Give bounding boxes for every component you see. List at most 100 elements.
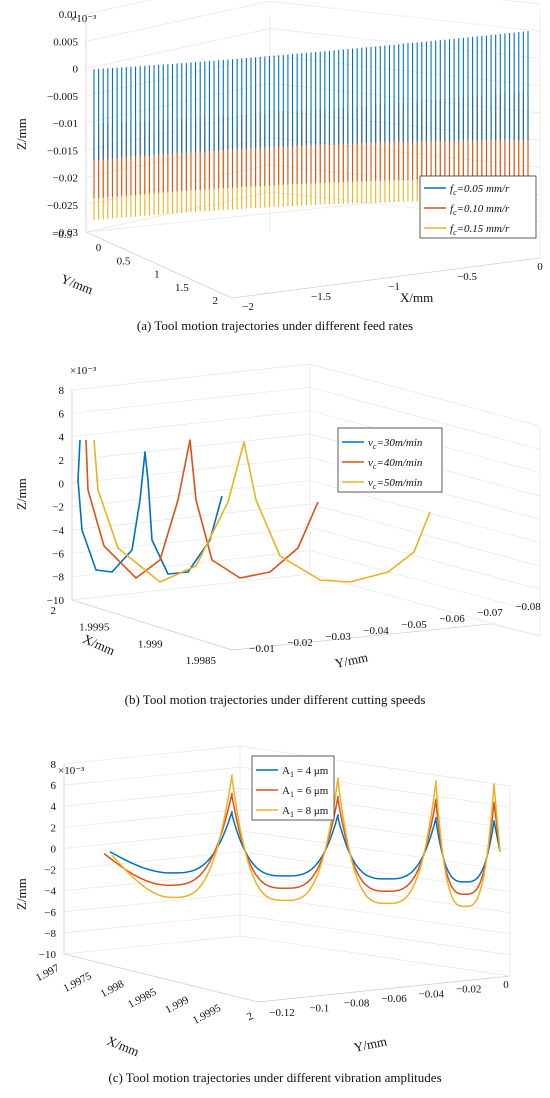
chart-c-y-tick: −0.04 [419, 988, 445, 1000]
chart-a-z-tick: 0 [73, 64, 79, 76]
legend-base-a-2: f [450, 223, 455, 235]
legend-label-c-2: A1 = 8 μm [282, 805, 329, 819]
legend-rest-a-0: =0.05 mm/r [457, 183, 510, 195]
chart-c-x-tick: 1.999 [163, 994, 191, 1016]
chart-a-x-tick: −1 [388, 281, 400, 293]
chart-a-y-tick: 0 [96, 242, 102, 254]
chart-c-z-tick: 6 [51, 780, 57, 792]
grid-z-back-right [269, 55, 541, 87]
chart-c-x-tick: 1.9995 [191, 1002, 224, 1027]
chart-b-z-tick: −8 [52, 572, 64, 584]
chart-a-y-tick: 0.5 [117, 255, 131, 267]
grid-z-b [71, 550, 311, 578]
grid-z-b [71, 503, 311, 531]
chart-b-z-tick: 0 [59, 478, 65, 490]
chart-a-z-tick: −0.005 [47, 91, 78, 103]
chart-c-y-tick: −0.06 [381, 993, 407, 1005]
chart-a-x-label: X/mm [400, 290, 433, 305]
chart-c-svg: ×10⁻³ Z/mm X/mm Y/mm 86420−2−4−6−8−101.9… [14, 745, 511, 1059]
grid-z-back [85, 109, 271, 151]
chart-c-x-tick: 1.997 [34, 962, 62, 984]
floor-back [85, 199, 401, 233]
chart-a-z-tick: −0.015 [47, 145, 78, 157]
legend-rest-b-0: =30m/min [376, 437, 422, 449]
grid-z-back [85, 55, 271, 97]
legend-base-a-0: f [450, 183, 455, 195]
trajectory-b-1 [85, 439, 319, 579]
chart-c-x-tick: 1.9975 [61, 970, 94, 995]
chart-c-scale-label: ×10⁻³ [58, 765, 85, 777]
chart-b-y-tick: −0.02 [287, 637, 312, 649]
legend-box-b [337, 427, 443, 493]
chart-b-y-tick: −0.08 [515, 601, 541, 613]
legend-label-b-2: vc=50m/min [368, 477, 423, 491]
legend-base-b-1: v [368, 457, 373, 469]
chart-c-z-tick: −2 [44, 865, 56, 877]
grid-z-back-right [269, 137, 541, 168]
grid-z-c-r [239, 745, 511, 787]
chart-b-x-tick: 1.9995 [79, 622, 110, 634]
chart-c-z-tick: 4 [51, 801, 57, 813]
chart-a-z-tick: 0.005 [53, 36, 78, 48]
grid-z-back [85, 137, 271, 178]
chart-b-x-tick: 2 [51, 605, 57, 617]
grid-z-b [71, 363, 311, 391]
chart-panel-cutting-speeds: ×10⁻³ Z/mm X/mm Y/mm 8 6 4 2 0 −2 −4 −6 −8 −10 2 1.… [0, 360, 550, 720]
chart-c-z-tick: 0 [51, 843, 57, 855]
legend-sub-a-1: c [453, 208, 457, 217]
grid-z-c [63, 745, 241, 765]
legend-sub-c-1: 1 [290, 790, 294, 799]
chart-b-z-tick: 2 [59, 455, 65, 467]
legend-rest-b-1: =40m/min [376, 457, 422, 469]
chart-b-z-tick: −10 [47, 595, 65, 607]
legend-sub-a-0: c [453, 188, 457, 197]
legend-rest-c-0: = 4 μm [294, 765, 329, 777]
grid-z-c-r [239, 851, 511, 892]
grid-z-b [71, 410, 311, 438]
grid-z-back [85, 164, 271, 206]
grid-z-back-right [269, 82, 541, 114]
grid-z-c [63, 872, 241, 892]
floor-left-edge-c [63, 953, 259, 1003]
legend-label-a-2: fc=0.15 mm/r [450, 223, 510, 237]
legend-base-c-2: A [282, 805, 290, 817]
grid-z-c-r [239, 914, 511, 956]
chart-b-x-tick: 1.9985 [186, 655, 217, 667]
floor-front-edge [231, 257, 541, 299]
chart-c-y-tick: −0.02 [456, 984, 481, 996]
chart-c-y-label: Y/mm [353, 1033, 389, 1055]
chart-b-y-tick: −0.05 [401, 619, 427, 631]
grid-z-b-r [309, 363, 541, 427]
grid-z-b-r [309, 526, 541, 590]
chart-a-svg: ×10⁻³ Z/mm Y/mm X/mm 0.01 0.005 0 −0.005 −0.… [14, 0, 543, 313]
chart-panel-feed-rates: ×10⁻³ Z/mm Y/mm X/mm 0.01 0.005 0 −0.005 −0.… [0, 0, 550, 340]
chart-c-x-label: X/mm [105, 1033, 141, 1059]
legend-base-c-1: A [282, 785, 290, 797]
chart-b-z-tick: 6 [59, 408, 65, 420]
grid-z-c [63, 766, 241, 786]
chart-a-z-tick: −0.02 [53, 173, 78, 185]
chart-b-caption: (b) Tool motion trajectories under diffe… [124, 692, 426, 707]
grid-z-back [85, 191, 271, 233]
grid-z-b [71, 456, 311, 484]
floor-front-edge-b [231, 623, 491, 651]
grid-z-back-right [269, 0, 541, 32]
legend-rest-c-1: = 6 μm [294, 785, 329, 797]
chart-b-z-tick: −6 [52, 548, 64, 560]
grid-z-back-right [269, 109, 541, 141]
legend-base-c-0: A [282, 765, 290, 777]
trajectory-b-0 [77, 439, 223, 575]
chart-c-y-tick: −0.12 [269, 1007, 294, 1019]
chart-c-z-label: Z/mm [14, 878, 29, 910]
chart-b-z-tick: −4 [52, 525, 64, 537]
floor-left-edge-b [71, 599, 233, 651]
legend-sub-a-2: c [453, 228, 457, 237]
chart-b-y-tick: −0.04 [363, 625, 389, 637]
grid-z-b [71, 386, 311, 414]
legend-sub-c-0: 1 [290, 770, 294, 779]
grid-z-back [85, 28, 271, 69]
legend-sub-b-1: c [373, 462, 377, 471]
chart-b-z-label: Z/mm [14, 478, 29, 510]
